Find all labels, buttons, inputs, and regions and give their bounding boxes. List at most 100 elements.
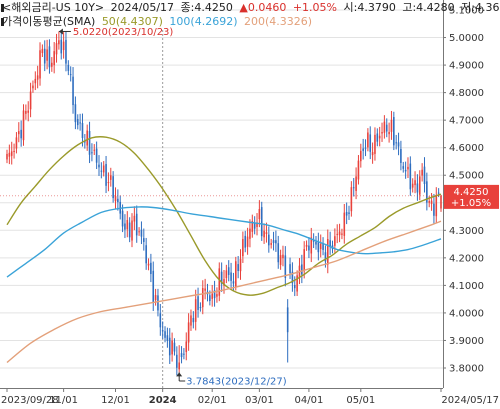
change-pct: +1.05% [292, 1, 338, 14]
candle-body [51, 62, 53, 67]
candle-body [13, 150, 15, 153]
candle-body [60, 39, 63, 54]
y-tick-label: 5.0000 [449, 33, 484, 44]
candle-body [218, 268, 221, 296]
candle-body [192, 317, 195, 323]
candle-body [378, 135, 381, 139]
candle-body [220, 271, 223, 284]
y-tick-label: 5.1000 [449, 6, 484, 17]
candle-body [360, 150, 362, 162]
sma-200-line [6, 220, 442, 364]
candle-body [138, 231, 140, 233]
candle-body [209, 295, 211, 302]
y-tick-label: 4.5000 [449, 171, 484, 182]
candle-body [145, 245, 147, 264]
candle-body [239, 258, 242, 272]
candle-body [279, 255, 282, 265]
candle-body [161, 330, 164, 332]
candle-body [364, 147, 367, 149]
quote-date: 2024/05/17 [110, 1, 175, 14]
candle-body [411, 183, 414, 188]
candle-body [152, 270, 155, 303]
candle-body [225, 270, 228, 279]
sma-100-line [6, 206, 442, 278]
y-tick-label: 4.2000 [449, 253, 484, 264]
candle-body [173, 342, 176, 352]
candle-body [268, 234, 270, 246]
candle-body [126, 220, 129, 230]
candle-body [20, 129, 22, 139]
candle-body [381, 132, 383, 134]
candle-body [270, 243, 272, 245]
candle-body [6, 153, 8, 160]
candle-body [253, 222, 256, 229]
sma-50-line [6, 136, 442, 296]
y-tick-label: 3.8000 [449, 364, 484, 375]
candle-body [282, 254, 284, 259]
candle-body [230, 272, 232, 281]
candle-body [315, 241, 317, 245]
candle-body [435, 195, 438, 217]
ma-marker [1, 18, 4, 26]
last-price-value: 4.4250 [454, 187, 489, 198]
x-tick-label: 02/01 [198, 395, 227, 406]
candle-body [286, 307, 289, 333]
candle-body [234, 261, 237, 287]
candle-body [62, 41, 65, 51]
candle-body [197, 296, 199, 310]
candle-body [388, 131, 390, 135]
candle-body [72, 76, 74, 106]
candle-body [275, 240, 277, 244]
candle-body [25, 110, 27, 114]
candle-body [185, 341, 188, 353]
close-label: 종: [180, 1, 195, 14]
candle-body [131, 220, 133, 241]
candle-body [39, 50, 41, 79]
candle-body [227, 267, 230, 275]
candle-body [421, 169, 423, 176]
candle-body [291, 271, 294, 284]
candle-body [133, 215, 136, 222]
candle-body [171, 340, 173, 355]
close-value: 4.4250 [194, 1, 233, 14]
candle-body [95, 148, 98, 163]
y-tick-label: 4.7000 [449, 116, 484, 127]
candle-body [150, 262, 152, 275]
candle-body [41, 48, 44, 54]
candle-body [369, 134, 372, 152]
x-tick-label: 2024/05/17 [441, 395, 499, 406]
candle-body [67, 64, 70, 71]
candle-body [334, 236, 336, 246]
candle-body [79, 122, 81, 124]
candle-body [289, 264, 291, 274]
candle-body [265, 232, 268, 234]
candle-body [301, 264, 303, 275]
candle-body [121, 210, 124, 227]
open-label: 시: [343, 1, 358, 14]
candle-body [305, 244, 308, 247]
candle-body [204, 288, 206, 291]
candle-body [303, 249, 305, 272]
candle-body [336, 233, 339, 235]
candle-body [350, 187, 353, 212]
candle-body [293, 285, 296, 289]
candle-body [284, 255, 287, 278]
change-value: 0.0460 [247, 1, 287, 14]
candle-body [74, 104, 77, 123]
annotation-arrow [58, 28, 63, 35]
last-price-box [444, 184, 499, 209]
candle-body [317, 241, 320, 253]
candle-body [199, 307, 202, 309]
candle-body [194, 299, 197, 322]
candle-body [213, 290, 216, 299]
y-tick-label: 4.1000 [449, 281, 484, 292]
candle-body [183, 353, 185, 355]
candle-body [395, 142, 397, 144]
candle-body [249, 228, 251, 239]
candle-body [418, 176, 421, 195]
candle-body [114, 196, 117, 202]
ma50-value: 4.4307 [120, 15, 159, 28]
candle-body [36, 75, 39, 80]
